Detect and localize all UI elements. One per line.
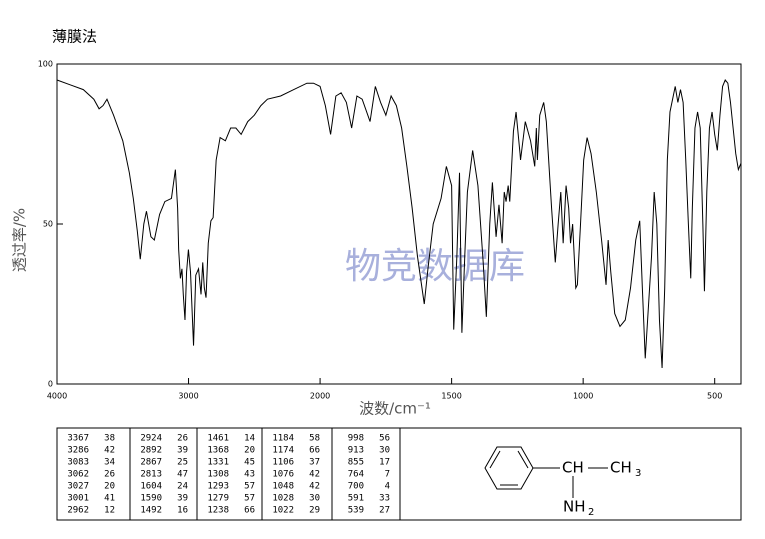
- peak-transmittance: 20: [104, 482, 115, 492]
- peak-transmittance: 57: [244, 494, 255, 504]
- peak-transmittance: 66: [244, 506, 255, 516]
- peak-transmittance: 56: [379, 434, 390, 444]
- peak-transmittance: 24: [177, 482, 188, 492]
- peak-wavenumber: 913: [348, 446, 364, 456]
- peak-wavenumber: 3367: [67, 434, 89, 444]
- x-tick-label: 1000: [573, 392, 593, 401]
- peak-wavenumber: 3286: [67, 446, 89, 456]
- peak-wavenumber: 1028: [272, 494, 294, 504]
- peak-transmittance: 37: [309, 458, 320, 468]
- structure-label: CH: [562, 459, 584, 477]
- benzene-ring: [484, 446, 534, 490]
- peak-transmittance: 30: [309, 494, 320, 504]
- peak-transmittance: 43: [244, 470, 255, 480]
- peak-wavenumber: 3062: [67, 470, 89, 480]
- peak-transmittance: 66: [309, 446, 320, 456]
- peak-wavenumber: 764: [348, 470, 364, 480]
- peak-wavenumber: 1238: [207, 506, 229, 516]
- peak-transmittance: 42: [309, 470, 320, 480]
- peak-transmittance: 39: [177, 446, 188, 456]
- peak-wavenumber: 1174: [272, 446, 294, 456]
- peak-transmittance: 45: [244, 458, 255, 468]
- bond: [489, 450, 501, 469]
- peak-wavenumber: 1590: [140, 494, 162, 504]
- structure: [484, 446, 608, 498]
- x-axis-label: 波数/cm⁻¹: [359, 400, 431, 418]
- peak-wavenumber: 2867: [140, 458, 162, 468]
- x-tick-label: 3000: [178, 392, 198, 401]
- peak-wavenumber: 1048: [272, 482, 294, 492]
- plot-frame: [56, 63, 742, 385]
- peak-transmittance: 25: [177, 458, 188, 468]
- bond: [517, 450, 529, 469]
- peak-wavenumber: 2813: [140, 470, 162, 480]
- peak-transmittance: 39: [177, 494, 188, 504]
- peak-transmittance: 33: [379, 494, 390, 504]
- structure-subscript: 3: [635, 468, 641, 479]
- y-tick-label: 0: [48, 380, 53, 389]
- peak-transmittance: 58: [309, 434, 320, 444]
- peak-wavenumber: 539: [348, 506, 364, 516]
- x-tick-label: 2000: [310, 392, 330, 401]
- peak-wavenumber: 2892: [140, 446, 162, 456]
- peak-wavenumber: 1279: [207, 494, 229, 504]
- peak-table-frame: [56, 427, 742, 521]
- peak-wavenumber: 3083: [67, 458, 89, 468]
- structure-subscript: 2: [588, 507, 594, 518]
- peak-wavenumber: 591: [348, 494, 364, 504]
- x-tick-label: 1500: [441, 392, 461, 401]
- title: 薄膜法: [52, 28, 97, 46]
- peak-wavenumber: 1293: [207, 482, 229, 492]
- structure-label: NH: [563, 498, 586, 516]
- peak-transmittance: 7: [385, 470, 390, 480]
- x-tick-label: 500: [707, 392, 722, 401]
- peak-transmittance: 26: [177, 434, 188, 444]
- peak-wavenumber: 2924: [140, 434, 162, 444]
- peak-wavenumber: 1106: [272, 458, 294, 468]
- peak-wavenumber: 1308: [207, 470, 229, 480]
- peak-transmittance: 38: [104, 434, 115, 444]
- peak-wavenumber: 1184: [272, 434, 294, 444]
- peak-wavenumber: 2962: [67, 506, 89, 516]
- y-axis-label: 透过率/%: [11, 208, 29, 272]
- peak-wavenumber: 1022: [272, 506, 294, 516]
- peak-transmittance: 30: [379, 446, 390, 456]
- peak-wavenumber: 1604: [140, 482, 162, 492]
- peak-transmittance: 57: [244, 482, 255, 492]
- peak-transmittance: 27: [379, 506, 390, 516]
- peak-transmittance: 14: [244, 434, 255, 444]
- y-tick-label: 100: [38, 60, 53, 69]
- peak-wavenumber: 1492: [140, 506, 162, 516]
- peak-transmittance: 4: [385, 482, 390, 492]
- peak-transmittance: 20: [244, 446, 255, 456]
- peak-transmittance: 26: [104, 470, 115, 480]
- peak-transmittance: 12: [104, 506, 115, 516]
- peak-wavenumber: 1461: [207, 434, 229, 444]
- x-tick-label: 4000: [47, 392, 67, 401]
- peak-wavenumber: 855: [348, 458, 364, 468]
- peak-wavenumber: 1076: [272, 470, 294, 480]
- peak-wavenumber: 700: [348, 482, 364, 492]
- peak-wavenumber: 1331: [207, 458, 229, 468]
- peak-transmittance: 41: [104, 494, 115, 504]
- peak-wavenumber: 1368: [207, 446, 229, 456]
- structure-label: CH: [610, 459, 632, 477]
- peak-transmittance: 16: [177, 506, 188, 516]
- watermark: 物竞数据库: [345, 246, 525, 287]
- peak-transmittance: 47: [177, 470, 188, 480]
- spectrum-line: [56, 79, 742, 369]
- peak-transmittance: 42: [309, 482, 320, 492]
- peak-transmittance: 17: [379, 458, 390, 468]
- y-tick-label: 50: [43, 220, 53, 229]
- peak-wavenumber: 3001: [67, 494, 89, 504]
- peak-transmittance: 42: [104, 446, 115, 456]
- peak-transmittance: 29: [309, 506, 320, 516]
- peak-wavenumber: 998: [348, 434, 364, 444]
- peak-transmittance: 34: [104, 458, 115, 468]
- peak-wavenumber: 3027: [67, 482, 89, 492]
